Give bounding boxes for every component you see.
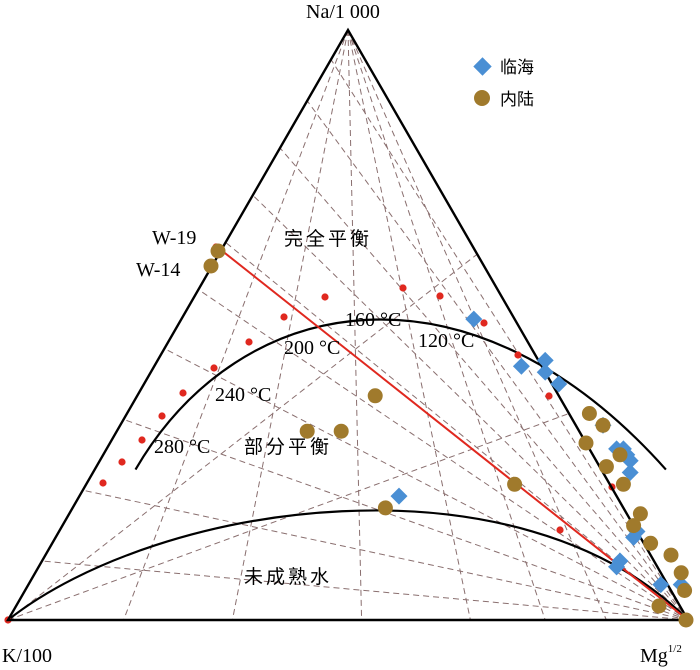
temperature-dot-16 [99,479,107,487]
sample-label-w19: W-19 [152,227,196,249]
temp-label-160: 160 °C [345,309,401,331]
temperature-dot-14 [138,436,146,444]
temp-label-120: 120 °C [418,330,474,352]
marine-point-0 [465,310,483,328]
mixing-line [215,245,689,621]
inland-point-near-vertex [651,598,667,614]
triangle-frame [5,27,691,622]
temperature-dot-13 [158,412,166,420]
marine-point-15 [608,558,626,576]
region-label-partial-equilibrium: 部分平衡 [244,436,332,458]
inland-point-11 [632,506,648,522]
inland-point-0 [299,423,315,439]
sample-label-w14: W-14 [136,259,180,281]
dashed-line-left-0 [41,560,689,621]
temp-label-280: 280 °C [154,436,210,458]
marine-point-2 [536,351,554,369]
triangle-outline [5,27,691,622]
vertex-label-right-base: Mg [640,645,668,667]
region-label-full-equilibrium: 完全平衡 [284,228,372,250]
inland-point-5 [595,417,611,433]
inland-point-6 [581,406,597,421]
dashed-line-left-3 [164,348,689,621]
temp-label-240: 240 °C [215,384,271,406]
inland-point-3 [377,500,393,516]
legend-marker-inland [474,90,490,106]
curve-immature-water [7,509,689,621]
inland-point-16 [507,476,523,492]
inland-point-8 [598,459,614,475]
dashed-line-base-0 [123,29,349,621]
legend: 临海 内陆 [473,57,534,110]
data-points [203,243,694,628]
vertex-label-right-sup: 1/2 [668,643,682,655]
dashed-line-base-5 [347,29,607,621]
inland-point-13 [663,547,679,563]
inland-point-4 [578,435,594,451]
temperature-dot-9 [280,313,288,321]
temperature-dot-15 [118,458,126,466]
inland-point-10 [643,535,659,551]
legend-label-marine: 临海 [500,58,534,78]
marine-point-1 [536,363,554,381]
marine-point-4 [512,357,530,375]
inland-point-9 [615,476,631,492]
legend-label-inland: 内陆 [500,90,534,110]
temperature-dot-12 [179,389,187,397]
dashed-line-base-2 [347,29,363,621]
curve-full-equilibrium [134,318,667,471]
inland-point-15 [677,583,693,598]
inland-point-2 [367,388,383,404]
temperature-dot-4 [480,319,488,327]
dashed-line-left-4 [198,289,689,621]
inland-point-12 [626,518,642,534]
dashed-line-left-7 [279,147,689,621]
legend-marker-marine [473,57,492,76]
marine-point-3 [550,375,568,393]
vertex-label-top: Na/1 000 [306,1,380,23]
inland-point-14 [673,565,689,581]
temperature-dot-3 [436,292,444,300]
dashed-line-right-1 [7,253,478,621]
temperature-dot-11 [210,364,218,372]
temperature-dot-1 [321,293,329,301]
dashed-line-left-6 [252,194,689,621]
inland-point-1 [333,423,349,439]
sample-point-w14 [203,258,219,274]
temperature-dot-19 [556,526,564,534]
sample-point-w19 [210,243,226,259]
marine-point-11 [621,464,639,481]
temperature-dot-6 [545,392,553,400]
temp-label-200: 200 °C [284,337,340,359]
inland-point-7 [612,447,628,463]
dashed-line-base-4 [347,29,546,621]
temperature-dot-5 [514,351,522,359]
temperature-dot-10 [245,338,253,346]
vertex-label-right: Mg1/2 [640,643,682,667]
dashed-line-left-8 [306,100,689,621]
marine-point-16 [652,576,670,594]
marine-point-8 [390,487,408,505]
dashed-line-left-1 [82,489,689,621]
mixing-line-red [215,245,689,621]
inland-point-vertex [678,612,694,628]
temperature-dot-2 [399,284,407,292]
vertex-label-left: K/100 [2,645,52,667]
dashed-line-base-3 [347,29,471,621]
region-label-immature-water: 未成熟水 [244,566,332,588]
marine-point-13 [625,528,643,546]
